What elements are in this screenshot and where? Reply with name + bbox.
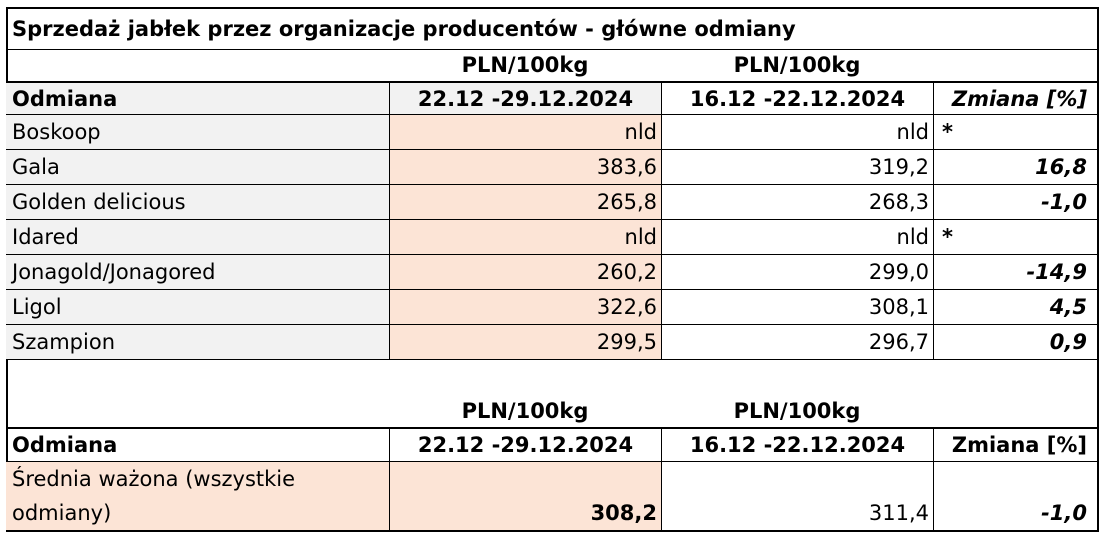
row-period1-value: 260,2 — [389, 255, 661, 290]
table-title: Sprzedaż jabłek przez organizacje produc… — [12, 17, 796, 41]
row-change-value: -1,0 — [933, 185, 1099, 220]
unit-label-period1: PLN/100kg — [461, 53, 589, 77]
header-row: Odmiana 22.12 -29.12.2024 16.12 -22.12.2… — [6, 81, 1099, 115]
weighted-change-value: -1,0 — [933, 462, 1099, 530]
row-variety-name: Szampion — [6, 325, 389, 360]
row-change-value: -14,9 — [933, 255, 1099, 290]
weighted-label-line2: odmiany) — [12, 501, 112, 525]
row-variety-name: Idared — [6, 220, 389, 255]
units-row-2: PLN/100kg PLN/100kg — [6, 394, 1099, 428]
row-period1-value: 299,5 — [389, 325, 661, 360]
row-change-value: * — [933, 115, 1099, 150]
header2-change: Zmiana [%] — [933, 427, 1099, 462]
row-period2-value: 299,0 — [661, 255, 933, 290]
row-change-value: 4,5 — [933, 290, 1099, 325]
header-change: Zmiana [%] — [933, 81, 1099, 115]
weighted-period2-value: 311,4 — [661, 462, 933, 530]
row-variety-name: Golden delicious — [6, 185, 389, 220]
table-row: Gala 383,6 319,2 16,8 — [6, 150, 1099, 185]
unit-label-period2-2: PLN/100kg — [733, 399, 861, 423]
weighted-average-row: Średnia ważona (wszystkie odmiany) 308,2… — [6, 462, 1099, 530]
weighted-period1-value: 308,2 — [389, 462, 661, 530]
header2-period1: 22.12 -29.12.2024 — [389, 427, 661, 462]
weighted-label-line1: Średnia ważona (wszystkie — [12, 467, 296, 491]
header-period1: 22.12 -29.12.2024 — [389, 81, 661, 115]
row-variety-name: Gala — [6, 150, 389, 185]
row-variety-name: Boskoop — [6, 115, 389, 150]
table-row: Golden delicious 265,8 268,3 -1,0 — [6, 185, 1099, 220]
header-row-2: Odmiana 22.12 -29.12.2024 16.12 -22.12.2… — [6, 427, 1099, 462]
row-change-value: 0,9 — [933, 325, 1099, 360]
row-period2-value: 296,7 — [661, 325, 933, 360]
table-row: Szampion 299,5 296,7 0,9 — [6, 325, 1099, 360]
row-period2-value: nld — [661, 220, 933, 255]
table-row: Ligol 322,6 308,1 4,5 — [6, 290, 1099, 325]
row-period1-value: 383,6 — [389, 150, 661, 185]
table-row: Idared nld nld * — [6, 220, 1099, 255]
row-period1-value: nld — [389, 220, 661, 255]
row-variety-name: Ligol — [6, 290, 389, 325]
row-period2-value: 268,3 — [661, 185, 933, 220]
row-period2-value: 319,2 — [661, 150, 933, 185]
header2-period2: 16.12 -22.12.2024 — [661, 427, 933, 462]
units-row: PLN/100kg PLN/100kg — [6, 49, 1099, 84]
header-variety: Odmiana — [6, 81, 389, 115]
unit-label-period2: PLN/100kg — [733, 53, 861, 77]
row-variety-name: Jonagold/Jonagored — [6, 255, 389, 290]
table-row: Boskoop nld nld * — [6, 115, 1099, 150]
title-row: Sprzedaż jabłek przez organizacje produc… — [6, 9, 1099, 49]
header-period2: 16.12 -22.12.2024 — [661, 81, 933, 115]
table-row: Jonagold/Jonagored 260,2 299,0 -14,9 — [6, 255, 1099, 290]
row-period1-value: 265,8 — [389, 185, 661, 220]
header2-variety: Odmiana — [6, 427, 389, 462]
row-change-value: 16,8 — [933, 150, 1099, 185]
weighted-average-label: Średnia ważona (wszystkie odmiany) — [6, 462, 389, 530]
row-period1-value: nld — [389, 115, 661, 150]
unit-label-period1-2: PLN/100kg — [461, 399, 589, 423]
row-period2-value: 308,1 — [661, 290, 933, 325]
row-period2-value: nld — [661, 115, 933, 150]
row-period1-value: 322,6 — [389, 290, 661, 325]
row-change-value: * — [933, 220, 1099, 255]
